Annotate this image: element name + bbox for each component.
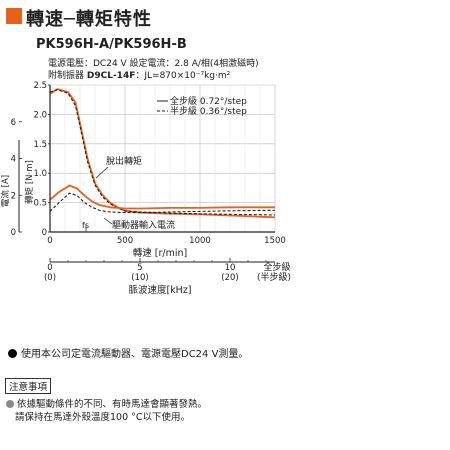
pulse-tick-label-half: (20) — [221, 273, 238, 283]
pulse-mode-full: 全步級 — [263, 261, 290, 273]
spec-line-power: 電源電壓：DC24 V 設定電流：2.8 A/相(4相激磁時) — [48, 59, 259, 69]
x-tick-label: 500 — [117, 236, 133, 246]
series-current-solid — [49, 184, 275, 210]
title-accent-square — [6, 8, 22, 24]
current-tick-label: 2 — [11, 191, 16, 201]
page-title: 轉速─轉矩特性 — [26, 9, 152, 30]
x-tick-label: 0 — [47, 236, 52, 246]
model-name: PK596H-A/PK596H-B — [36, 37, 187, 52]
x-axis-label: 轉速 [r/min] — [133, 247, 187, 259]
bullet-icon — [6, 400, 14, 408]
spec-damper-prefix: 附制振器 — [48, 71, 87, 81]
series-current-dashed — [49, 192, 276, 214]
series-torque-dashed — [49, 89, 276, 216]
pulse-axis-label: 脈波速度[kHz] — [128, 284, 191, 296]
pulse-tick-label-full: 5 — [137, 263, 142, 273]
spec-damper-model: D9CL-14F — [86, 71, 136, 81]
y-tick-label: 1.0 — [33, 169, 47, 179]
spec-line-damper: 附制振器 D9CL-14F：JL=870×10⁻⁷kg·m² — [48, 68, 230, 81]
current-tick-label: 6 — [11, 118, 16, 128]
legend-label-full: 全步級 0.72°/step — [170, 95, 247, 107]
caution-line-2: 請保持在馬達外殼溫度100 °C以下使用。 — [15, 412, 191, 423]
pulse-tick-label-half: (10) — [131, 273, 148, 283]
y-axis-label-torque: 轉矩 [N·m] — [24, 160, 35, 204]
speed-torque-chart: 0 500 1000 150000.51.01.52.02.502460(0)5(10… — [0, 81, 291, 296]
y-axis-label-current: 電流 [A] — [0, 175, 11, 207]
caution-line-1: 依據驅動條件的不同、有時馬達會顯著發熱。 — [6, 396, 207, 410]
measurement-note: 使用本公司定電流驅動器、電源電壓DC24 V測量。 — [8, 345, 248, 360]
y-tick-label: 0 — [42, 228, 47, 238]
legend-label-half: 半步級 0.36°/step — [170, 105, 247, 117]
annotation-pullout-torque: 脫出轉矩 — [106, 155, 142, 167]
measurement-note-text: 使用本公司定電流驅動器、電源電壓DC24 V測量。 — [21, 349, 249, 360]
annotation-driver-current: 驅動器輸入電流 — [112, 219, 175, 231]
chart-curves — [49, 88, 276, 219]
y-tick-label: 2.5 — [33, 81, 47, 91]
bullet-icon — [8, 349, 17, 358]
chart-axes — [18, 85, 275, 263]
annotation-current-leader — [103, 217, 113, 225]
annotation-fs: fs — [82, 221, 89, 230]
x-tick-label: 1500 — [264, 236, 286, 246]
pulse-mode-half: (半步級) — [257, 271, 291, 283]
spec-damper-inertia: ：JL=870×10⁻⁷kg·m² — [135, 71, 231, 81]
y-tick-label: 0.5 — [33, 199, 47, 209]
pulse-tick-label-full: 0 — [47, 263, 52, 273]
x-tick-label: 1000 — [189, 236, 211, 246]
series-torque-solid — [49, 88, 276, 219]
current-tick-label: 0 — [11, 228, 16, 238]
y-tick-label: 2.0 — [33, 110, 47, 120]
chart-ticks: 0 500 1000 150000.51.01.52.02.502460(0)5(10… — [11, 81, 286, 283]
caution-label: 注意事項 — [5, 378, 52, 394]
y-tick-label: 1.5 — [33, 140, 47, 150]
annotation-pullout-leader — [95, 166, 109, 179]
caution-line-1-text: 依據驅動條件的不同、有時馬達會顯著發熱。 — [17, 399, 208, 410]
legend: 全步級 0.72°/step 半步級 0.36°/step — [157, 95, 247, 117]
pulse-tick-label-full: 10 — [225, 263, 236, 273]
pulse-tick-label-half: (0) — [44, 273, 56, 283]
current-tick-label: 4 — [11, 155, 16, 165]
